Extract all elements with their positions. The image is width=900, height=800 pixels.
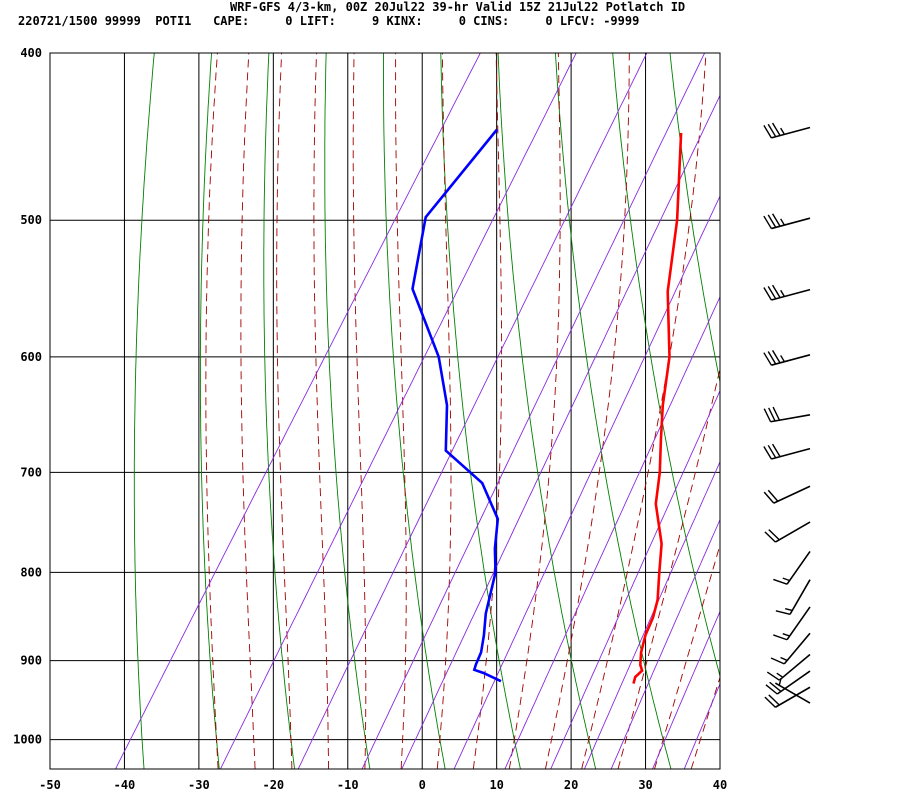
wind-barb <box>773 606 811 641</box>
moist-adiabat <box>240 53 256 769</box>
x-tick-label: 10 <box>489 778 503 792</box>
mixing-ratio-line <box>297 53 648 769</box>
dry-adiabat <box>612 53 720 679</box>
mixing-ratio-line <box>652 610 720 769</box>
wind-barbs <box>763 122 811 708</box>
wind-barb <box>774 678 811 704</box>
series-layer <box>411 128 683 684</box>
y-tick-label: 1000 <box>13 733 42 747</box>
y-tick-label: 900 <box>20 654 42 668</box>
moist-adiabat <box>508 53 561 769</box>
grid <box>50 53 720 769</box>
moist-adiabat <box>472 53 503 769</box>
y-tick-label: 400 <box>20 46 42 60</box>
dewpoint-profile <box>411 128 502 683</box>
moist-adiabat <box>654 543 720 769</box>
x-tick-label: 40 <box>713 778 727 792</box>
mixing-ratio-line <box>361 53 706 769</box>
x-tick-label: -20 <box>262 778 284 792</box>
wind-barb <box>764 521 811 543</box>
sounding-indices: 220721/1500 99999 POTI1 CAPE: 0 LIFT: 9 … <box>18 14 640 28</box>
dry-adiabat <box>842 53 900 769</box>
wind-barb <box>764 686 811 708</box>
dry-adiabat <box>324 53 371 769</box>
x-tick-label: -50 <box>39 778 61 792</box>
dry-adiabat <box>263 53 296 769</box>
wind-barb <box>775 579 811 616</box>
dry-adiabat <box>440 53 521 769</box>
wind-barb <box>763 213 811 230</box>
moist-adiabat <box>352 53 367 769</box>
wind-barb <box>765 670 811 695</box>
x-tick-label: -30 <box>188 778 210 792</box>
wind-barb <box>770 632 811 665</box>
mixing-ratio-line <box>550 389 720 769</box>
moist-adiabat <box>690 675 720 769</box>
plot-frame <box>49 52 721 770</box>
wind-barb <box>763 485 811 504</box>
mixing-ratio-line <box>453 195 720 769</box>
x-tick-label: 0 <box>419 778 426 792</box>
moist-adiabat <box>617 366 720 769</box>
background-curves <box>115 53 900 769</box>
dry-adiabat <box>383 53 446 769</box>
dry-adiabat <box>133 53 155 769</box>
mixing-ratio-line <box>504 295 720 769</box>
y-tick-label: 700 <box>20 465 42 479</box>
moist-adiabat <box>395 53 407 769</box>
moist-adiabat <box>436 53 452 769</box>
temperature-profile <box>632 132 683 684</box>
y-tick-label: 600 <box>20 350 42 364</box>
y-tick-label: 800 <box>20 565 42 579</box>
moist-adiabat <box>205 53 219 769</box>
x-tick-label: 20 <box>564 778 578 792</box>
wind-barb <box>773 550 811 585</box>
wind-barb <box>766 653 811 681</box>
wind-barb <box>763 406 811 423</box>
wind-barb <box>763 284 811 301</box>
dry-adiabat <box>554 53 672 769</box>
chart-title: WRF-GFS 4/3-km, 00Z 20Jul22 39-hr Valid … <box>230 0 686 14</box>
wind-barb <box>763 350 811 366</box>
x-tick-label: -10 <box>337 778 359 792</box>
axis-labels: 400 500 600 700 800 900 1000 -50 -40 -30 -20 -10 0 10… <box>13 46 727 792</box>
moist-adiabat <box>544 53 630 769</box>
x-tick-label: 30 <box>638 778 652 792</box>
mixing-ratio-line <box>115 53 481 769</box>
y-tick-label: 500 <box>20 213 42 227</box>
dry-adiabat <box>727 53 897 769</box>
wind-barb <box>763 443 811 460</box>
dry-adiabat <box>497 53 597 769</box>
dry-adiabat <box>199 53 220 769</box>
dry-adiabat <box>669 53 720 385</box>
mixing-ratio-line <box>220 53 577 769</box>
mixing-ratio-line <box>610 518 720 769</box>
mixing-ratio-line <box>583 460 720 769</box>
moist-adiabat <box>581 53 707 769</box>
mixing-ratio-line <box>683 682 720 769</box>
wind-barb <box>763 122 811 139</box>
moist-adiabat <box>313 53 329 769</box>
moist-adiabat <box>728 53 900 769</box>
moist-adiabat <box>276 53 293 769</box>
mixing-ratio-line <box>401 94 720 769</box>
x-tick-label: -40 <box>114 778 136 792</box>
